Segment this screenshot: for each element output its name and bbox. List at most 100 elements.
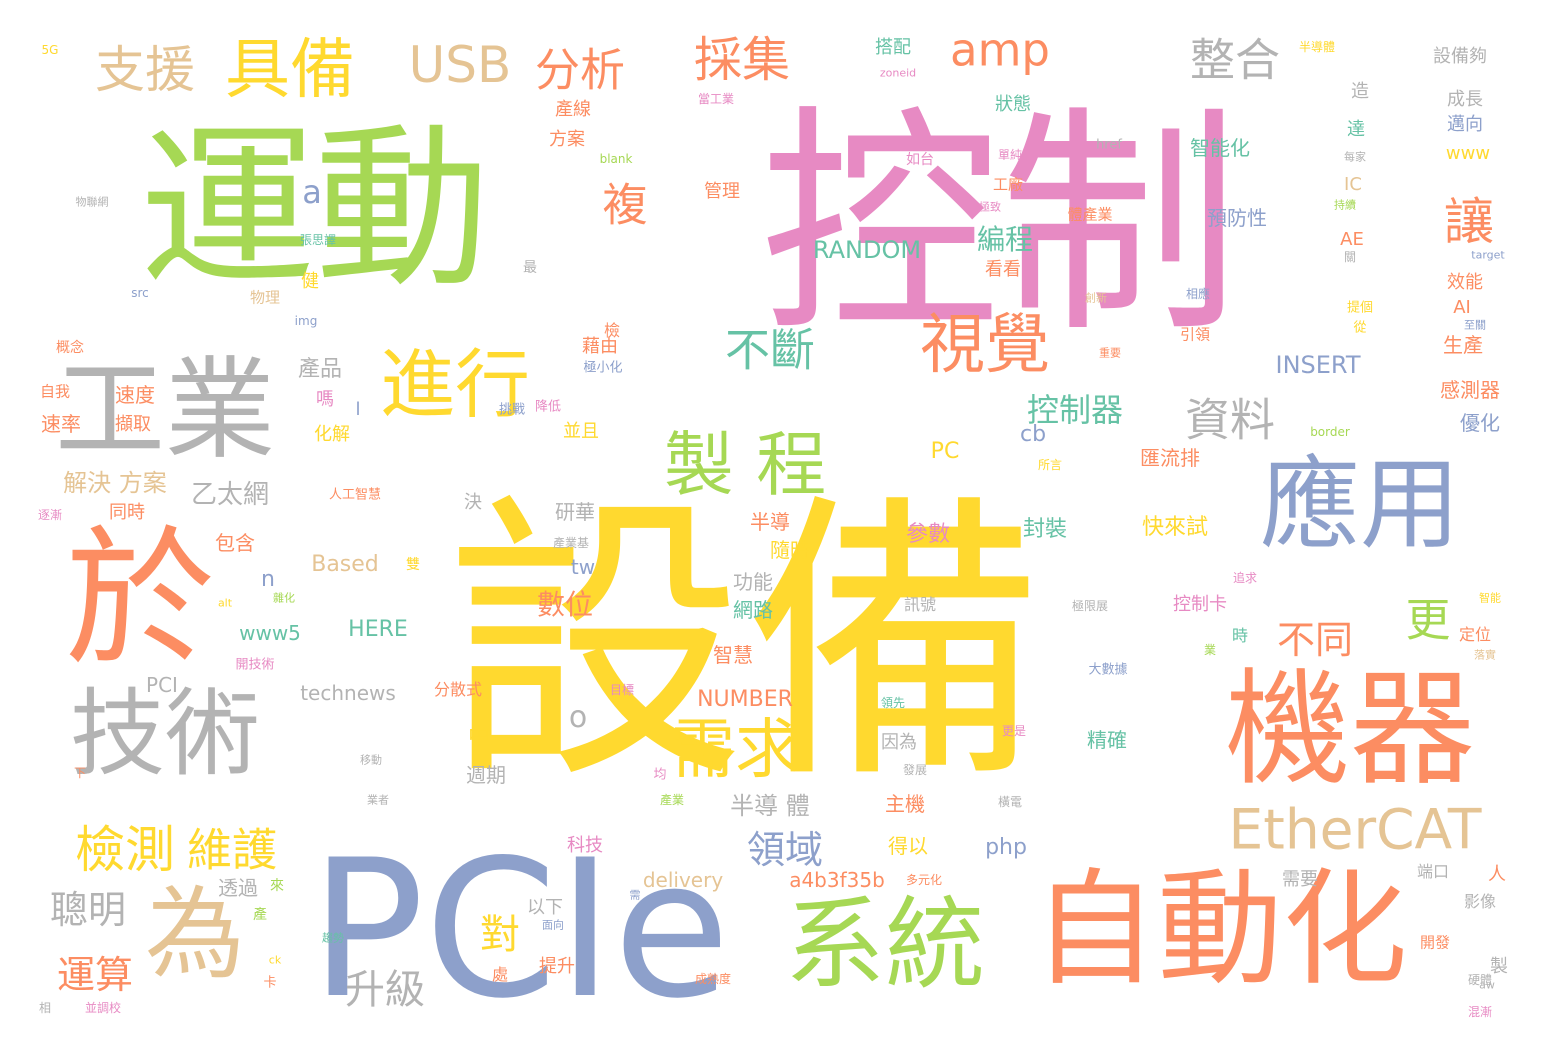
- word-131: 引領: [1179, 325, 1211, 344]
- word-86: 得以: [888, 834, 928, 858]
- word-6: 應用: [1260, 446, 1460, 563]
- word-165: 業者: [367, 793, 389, 807]
- word-185: 雙: [406, 557, 420, 573]
- word-138: 5G: [41, 43, 59, 57]
- word-77: 智慧: [713, 643, 753, 667]
- word-66: 概念: [56, 340, 84, 356]
- word-137: 目標: [609, 683, 635, 697]
- word-16: 採集: [693, 32, 791, 88]
- word-164: 並調校: [84, 1001, 122, 1015]
- word-178: 單純: [997, 148, 1023, 162]
- word-46: Based: [311, 552, 379, 577]
- word-44: HERE: [348, 617, 408, 642]
- word-103: 預防性: [1207, 206, 1267, 230]
- word-116: 檢: [603, 321, 621, 340]
- word-69: 化解: [314, 424, 350, 445]
- word-180: 每家: [1344, 150, 1366, 164]
- word-130: 造: [1351, 81, 1369, 102]
- word-96: 決: [464, 492, 482, 513]
- word-37: 運算: [56, 953, 134, 997]
- word-166: 產業: [659, 793, 685, 807]
- word-107: 設備夠: [1433, 46, 1487, 67]
- word-24: 維護: [186, 823, 278, 877]
- word-39: 編程: [976, 223, 1034, 256]
- word-176: 創新: [1085, 291, 1107, 305]
- word-170: 逐漸: [37, 508, 63, 522]
- word-147: 如台: [906, 152, 934, 168]
- word-61: 解決 方案: [63, 469, 167, 497]
- word-150: target: [1471, 248, 1505, 262]
- word-68: 嗎: [316, 389, 334, 410]
- word-119: 時: [1231, 626, 1249, 645]
- word-191: 下: [73, 766, 87, 780]
- word-55: o: [568, 700, 588, 735]
- word-56: cb: [1019, 422, 1047, 447]
- word-9: 工業: [55, 346, 275, 474]
- word-193: 均: [653, 767, 667, 783]
- word-88: 因為: [881, 732, 917, 753]
- word-65: 自我: [39, 382, 71, 401]
- word-123: 開發: [1419, 933, 1451, 952]
- word-195: alt: [217, 596, 233, 610]
- word-15: 分析: [534, 43, 626, 97]
- word-98: 匯流排: [1140, 446, 1200, 470]
- word-144: blank: [599, 152, 633, 166]
- word-84: 處: [491, 965, 509, 984]
- word-128: 分散式: [433, 680, 483, 699]
- word-53: tw: [570, 555, 596, 579]
- word-42: PC: [930, 439, 960, 464]
- word-79: 週期: [466, 763, 506, 787]
- word-70: 健: [301, 271, 319, 292]
- word-23: 檢測: [75, 821, 175, 879]
- word-82: 以下: [527, 897, 563, 918]
- word-139: 物聯網: [75, 195, 109, 209]
- word-148: 半導體: [1298, 40, 1336, 54]
- word-26: 不斷: [724, 323, 816, 377]
- word-175: 重要: [1099, 346, 1121, 360]
- word-38: 對: [480, 912, 520, 958]
- word-121: 端口: [1416, 862, 1450, 881]
- word-145: 當工業: [697, 92, 735, 106]
- word-132: 極小化: [583, 360, 623, 376]
- word-142: img: [294, 314, 318, 328]
- word-181: 持續: [1334, 198, 1356, 212]
- word-78: 中: [467, 725, 491, 750]
- word-197: 混漸: [1467, 1005, 1493, 1019]
- word-59: AI: [1453, 297, 1471, 318]
- word-136: 開技術: [235, 657, 275, 673]
- word-156: 大數據: [1088, 662, 1128, 678]
- word-109: 看看: [985, 259, 1021, 280]
- word-73: 包含: [215, 531, 255, 555]
- word-11: 為: [145, 876, 245, 993]
- word-168: 趨勢: [322, 931, 344, 945]
- word-35: 升級: [345, 967, 425, 1013]
- word-12: 具備: [224, 32, 356, 108]
- word-72: 同時: [109, 502, 145, 523]
- word-19: 進行: [379, 340, 531, 429]
- word-162: 多元化: [905, 873, 943, 887]
- word-52: www: [1445, 143, 1491, 164]
- word-17: amp: [950, 23, 1050, 77]
- word-111: 工廠: [992, 175, 1024, 194]
- word-18: 整合: [1189, 33, 1281, 87]
- word-194: 需: [629, 888, 641, 902]
- word-198: l: [355, 399, 361, 420]
- word-152: 所言: [1037, 458, 1063, 472]
- word-14: USB: [408, 36, 512, 94]
- word-60: 乙太網: [190, 480, 270, 510]
- word-41: INSERT: [1275, 351, 1361, 379]
- word-20: 視覺: [919, 307, 1051, 383]
- word-13: 支援: [95, 41, 195, 99]
- word-7: 於: [64, 513, 216, 687]
- word-174: 追求: [1232, 571, 1258, 585]
- word-169: 面向: [542, 918, 564, 932]
- word-190: 相: [38, 1001, 52, 1015]
- word-129: 達: [1347, 119, 1365, 140]
- word-140: 張思譯: [299, 233, 337, 247]
- word-112: 管理: [704, 181, 740, 202]
- word-101: 生產: [1443, 333, 1483, 357]
- word-57: AE: [1340, 229, 1364, 250]
- word-33: 控制器: [1026, 391, 1124, 429]
- word-31: 不同: [1276, 618, 1354, 662]
